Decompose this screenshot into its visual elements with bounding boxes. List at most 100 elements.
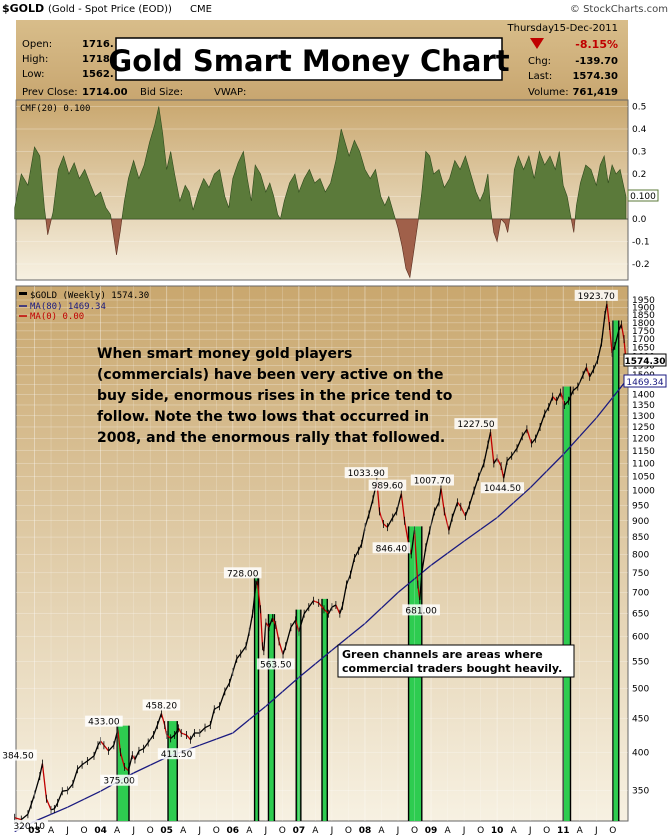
price-segment	[506, 455, 513, 462]
price-segment	[483, 444, 489, 464]
price-segment	[456, 501, 462, 508]
price-tick-label: 1200	[632, 435, 655, 445]
price-annotation-label: 563.50	[260, 660, 292, 670]
open-value: 1716.	[82, 39, 114, 50]
price-segment	[526, 429, 533, 444]
price-annotation-label: 1923.70	[578, 292, 615, 302]
price-segment	[147, 734, 155, 743]
price-segment	[477, 463, 485, 477]
price-tick-label: 1100	[632, 459, 655, 469]
price-segment	[443, 511, 450, 531]
price-annotation-bg	[372, 542, 411, 554]
price-segment	[489, 432, 495, 464]
price-segment	[178, 727, 182, 734]
price-segment	[248, 613, 254, 632]
price-segment	[516, 436, 523, 449]
green-channel	[267, 614, 276, 821]
price-annotation: 1923.70	[574, 289, 618, 302]
price-segment	[421, 547, 427, 573]
price-annotation-label: 375.00	[103, 777, 135, 787]
price-tick-label: 800	[632, 550, 649, 560]
price-tick-label: 450	[632, 715, 649, 725]
price-annotation-bg	[223, 567, 262, 579]
price-segment	[14, 817, 22, 821]
price-segment	[268, 617, 274, 628]
price-legend: $GOLD (Weekly) 1574.30 MA(80) 1469.34 MA…	[19, 291, 149, 322]
price-segment	[294, 620, 300, 632]
price-tick-label: 1150	[632, 447, 655, 457]
price-segment	[199, 727, 206, 734]
x-tick-label: J	[263, 826, 267, 836]
price-segment	[256, 581, 262, 610]
price-segment	[353, 550, 359, 559]
price-line	[14, 299, 627, 824]
x-tick-label: J	[396, 826, 400, 836]
price-tick-label: 500	[632, 685, 649, 695]
price-segment	[328, 606, 333, 614]
price-segment	[429, 511, 436, 531]
price-tick-label: 700	[632, 589, 649, 599]
green-channel	[116, 725, 130, 821]
price-tick-label: 350	[632, 786, 649, 796]
x-tick-label: A	[444, 826, 451, 836]
price-annotation: 411.50	[157, 748, 196, 760]
x-tick-label: O	[213, 826, 220, 836]
x-tick-label: A	[577, 826, 584, 836]
price-tick-label: 1000	[632, 487, 655, 497]
price-segment	[62, 789, 68, 792]
price-annotation: 1033.90	[344, 467, 388, 479]
price-annotation-bg	[344, 467, 388, 479]
price-segment	[93, 744, 99, 757]
price-segment	[410, 530, 416, 555]
price-segment	[364, 514, 370, 528]
price-segment	[386, 517, 394, 528]
price-tick-label: 1750	[632, 327, 655, 337]
price-segment	[318, 602, 325, 610]
price-segment	[614, 330, 620, 347]
legend-main: $GOLD (Weekly) 1574.30	[30, 291, 149, 301]
green-channel-fill	[268, 614, 275, 821]
price-axis: 350 400 450 500 550 600 650 700 750 800 850 900 950 1…	[632, 296, 655, 796]
price-segment	[451, 502, 459, 518]
price-segment	[589, 369, 595, 378]
last-value: 1574.30	[572, 71, 618, 82]
price-segment	[596, 342, 603, 361]
price-segment	[559, 392, 566, 406]
price-tick-label: 400	[632, 748, 649, 758]
x-axis: 03 A J O 04 A J O 05 A J O 06 A J O 07 A J O 08 A J O 09 A J O 10 A J O…	[28, 286, 616, 836]
price-annotation-label: 846.40	[376, 544, 408, 554]
price-segment	[331, 604, 337, 608]
low-label: Low:	[22, 69, 45, 80]
price-segment	[503, 460, 508, 479]
price-segment	[265, 622, 270, 628]
x-tick-label: A	[48, 826, 55, 836]
price-segment	[600, 314, 606, 343]
x-tick-label: A	[312, 826, 319, 836]
price-segment	[275, 624, 280, 642]
green-channel	[321, 598, 328, 821]
prev-close-label: Prev Close:	[22, 87, 78, 98]
price-annotation: 563.50	[256, 658, 295, 670]
price-segment	[67, 783, 74, 791]
price-annotation-label: 989.60	[372, 482, 404, 492]
x-tick-label: 11	[557, 826, 570, 836]
price-tick-label: 1050	[632, 473, 655, 483]
price-segment	[425, 530, 431, 548]
price-segment	[345, 574, 352, 585]
price-segment	[186, 734, 191, 741]
legend-ma80: MA(80) 1469.34	[30, 302, 106, 312]
price-segment	[339, 605, 344, 614]
green-channel-fill	[254, 577, 259, 821]
green-channel-fill	[563, 386, 571, 821]
price-segment	[103, 744, 110, 752]
x-tick-label: O	[609, 826, 616, 836]
price-segment	[72, 769, 79, 785]
ma80-tag: 1469.34	[623, 374, 667, 388]
x-tick-label: J	[330, 826, 334, 836]
price-segment	[160, 713, 166, 726]
bid-size-label: Bid Size:	[140, 87, 183, 98]
price-segment	[585, 367, 591, 378]
x-tick-label: 07	[293, 826, 306, 836]
price-segment	[552, 396, 558, 402]
price-annotation-bg	[10, 819, 49, 831]
